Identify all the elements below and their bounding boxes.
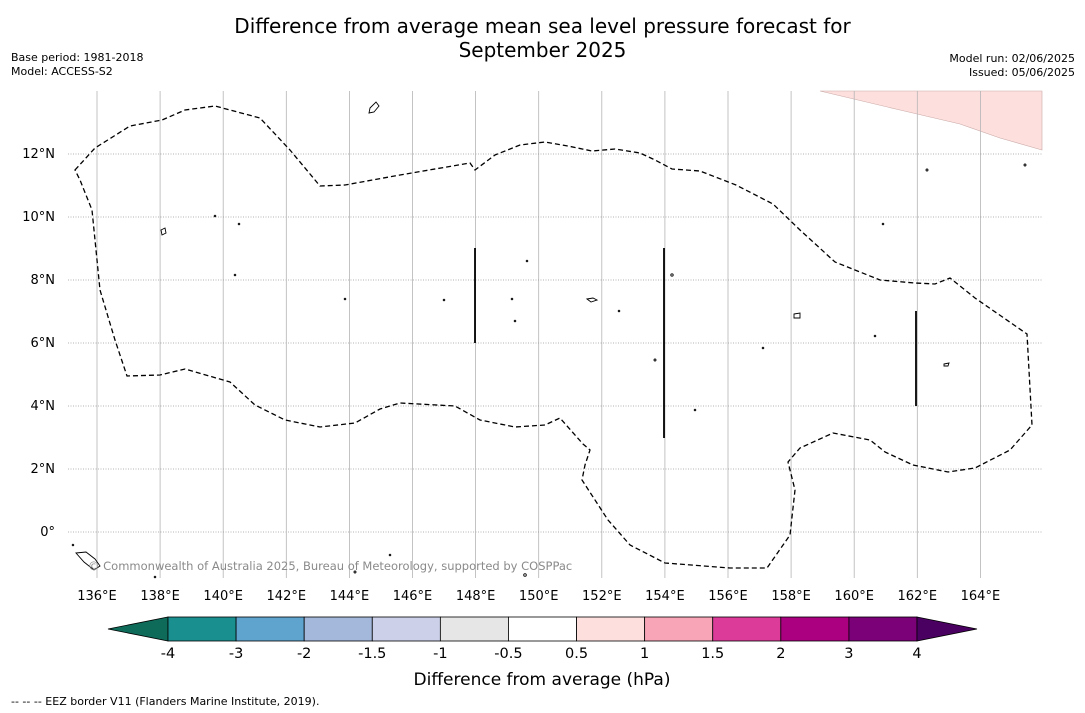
lon-tick-label: 150°E (519, 589, 559, 604)
colorbar-cell (303, 616, 373, 642)
lon-tick-label: 144°E (330, 589, 370, 604)
lon-tick-label: 142°E (267, 589, 307, 604)
latitude-labels: 12°N 10°N 8°N 6°N 4°N 2°N 0° (22, 147, 55, 540)
colorbar-cell (508, 616, 577, 642)
colorbar-extend-high (916, 616, 978, 642)
colorbar-label: Difference from average (hPa) (414, 670, 671, 690)
colorbar-tick: 2 (776, 646, 785, 662)
colorbar-tick: -1.5 (358, 646, 386, 662)
colorbar-cell (439, 616, 509, 642)
colorbar-cells (167, 616, 918, 642)
colorbar-tick: 1 (640, 646, 649, 662)
lon-tick-label: 148°E (456, 589, 496, 604)
model-run-date: Model run: 02/06/2025 (949, 52, 1075, 65)
lon-tick-label: 156°E (708, 589, 748, 604)
lon-tick-label: 164°E (961, 589, 1001, 604)
model-info: Base period: 1981-2018 Model: ACCESS-S2 (11, 51, 143, 79)
eez-footnote: -- -- -- EEZ border V11 (Flanders Marine… (11, 695, 320, 708)
islands (71, 101, 1027, 579)
eez-border (74, 105, 1033, 569)
issued-date: Issued: 05/06/2025 (968, 66, 1075, 79)
map-title: Difference from average mean sea level p… (0, 14, 1085, 62)
colorbar-tick: -0.5 (494, 646, 522, 662)
lat-tick-label: 8°N (31, 273, 56, 288)
colorbar-tick: 0.5 (565, 646, 588, 662)
colorbar-cell (780, 616, 850, 642)
colorbar-cell (167, 616, 237, 642)
lat-tick-label: 10°N (22, 210, 55, 225)
colorbar-tick: -3 (229, 646, 243, 662)
colorbar-cell (848, 616, 918, 642)
colorbar-tick: -2 (297, 646, 311, 662)
lon-tick-label: 136°E (77, 589, 117, 604)
colorbar-cell (371, 616, 441, 642)
colorbar-cell (644, 616, 714, 642)
lat-tick-label: 2°N (31, 462, 56, 477)
colorbar-tick: 1.5 (701, 646, 724, 662)
lat-tick-label: 0° (40, 525, 55, 540)
lon-tick-label: 140°E (203, 589, 243, 604)
lat-tick-label: 12°N (22, 147, 55, 162)
title-line-1: Difference from average mean sea level p… (234, 14, 851, 38)
lon-tick-label: 154°E (645, 589, 685, 604)
lon-tick-label: 162°E (898, 589, 938, 604)
colorbar: -4 -3 -2 -1.5 -1 -0.5 0.5 1 1.5 2 3 4 Difference fr… (107, 616, 978, 690)
longitude-labels: 136°E 138°E 140°E 142°E 144°E 146°E 148°E 150°E… (77, 589, 1000, 604)
colorbar-cell (576, 616, 646, 642)
lon-tick-label: 146°E (393, 589, 433, 604)
colorbar-cell (235, 616, 305, 642)
model-name: Model: ACCESS-S2 (11, 65, 113, 78)
colorbar-cell (712, 616, 782, 642)
colorbar-tick: -4 (161, 646, 175, 662)
colorbar-extend-low (107, 616, 169, 642)
lat-tick-label: 4°N (31, 399, 56, 414)
colorbar-tick: 3 (844, 646, 853, 662)
colorbar-tick: -1 (433, 646, 447, 662)
lon-tick-label: 138°E (140, 589, 180, 604)
anomaly-region-0p5-1 (819, 90, 1043, 151)
latitude-gridlines (68, 153, 1042, 533)
copyright-notice: © Commonwealth of Australia 2025, Bureau… (88, 559, 572, 573)
base-period: Base period: 1981-2018 (11, 51, 144, 64)
lon-tick-label: 158°E (771, 589, 811, 604)
colorbar-tick-labels: -4 -3 -2 -1.5 -1 -0.5 0.5 1 1.5 2 3 4 (161, 646, 922, 662)
title-line-2: September 2025 (458, 38, 627, 62)
lon-tick-label: 160°E (834, 589, 874, 604)
run-info: Model run: 02/06/2025 Issued: 05/06/2025 (949, 52, 1075, 80)
lat-tick-label: 6°N (31, 336, 56, 351)
longitude-gridlines (96, 91, 981, 578)
map-panel: © Commonwealth of Australia 2025, Bureau… (22, 90, 1043, 604)
colorbar-tick: 4 (912, 646, 921, 662)
lon-tick-label: 152°E (582, 589, 622, 604)
